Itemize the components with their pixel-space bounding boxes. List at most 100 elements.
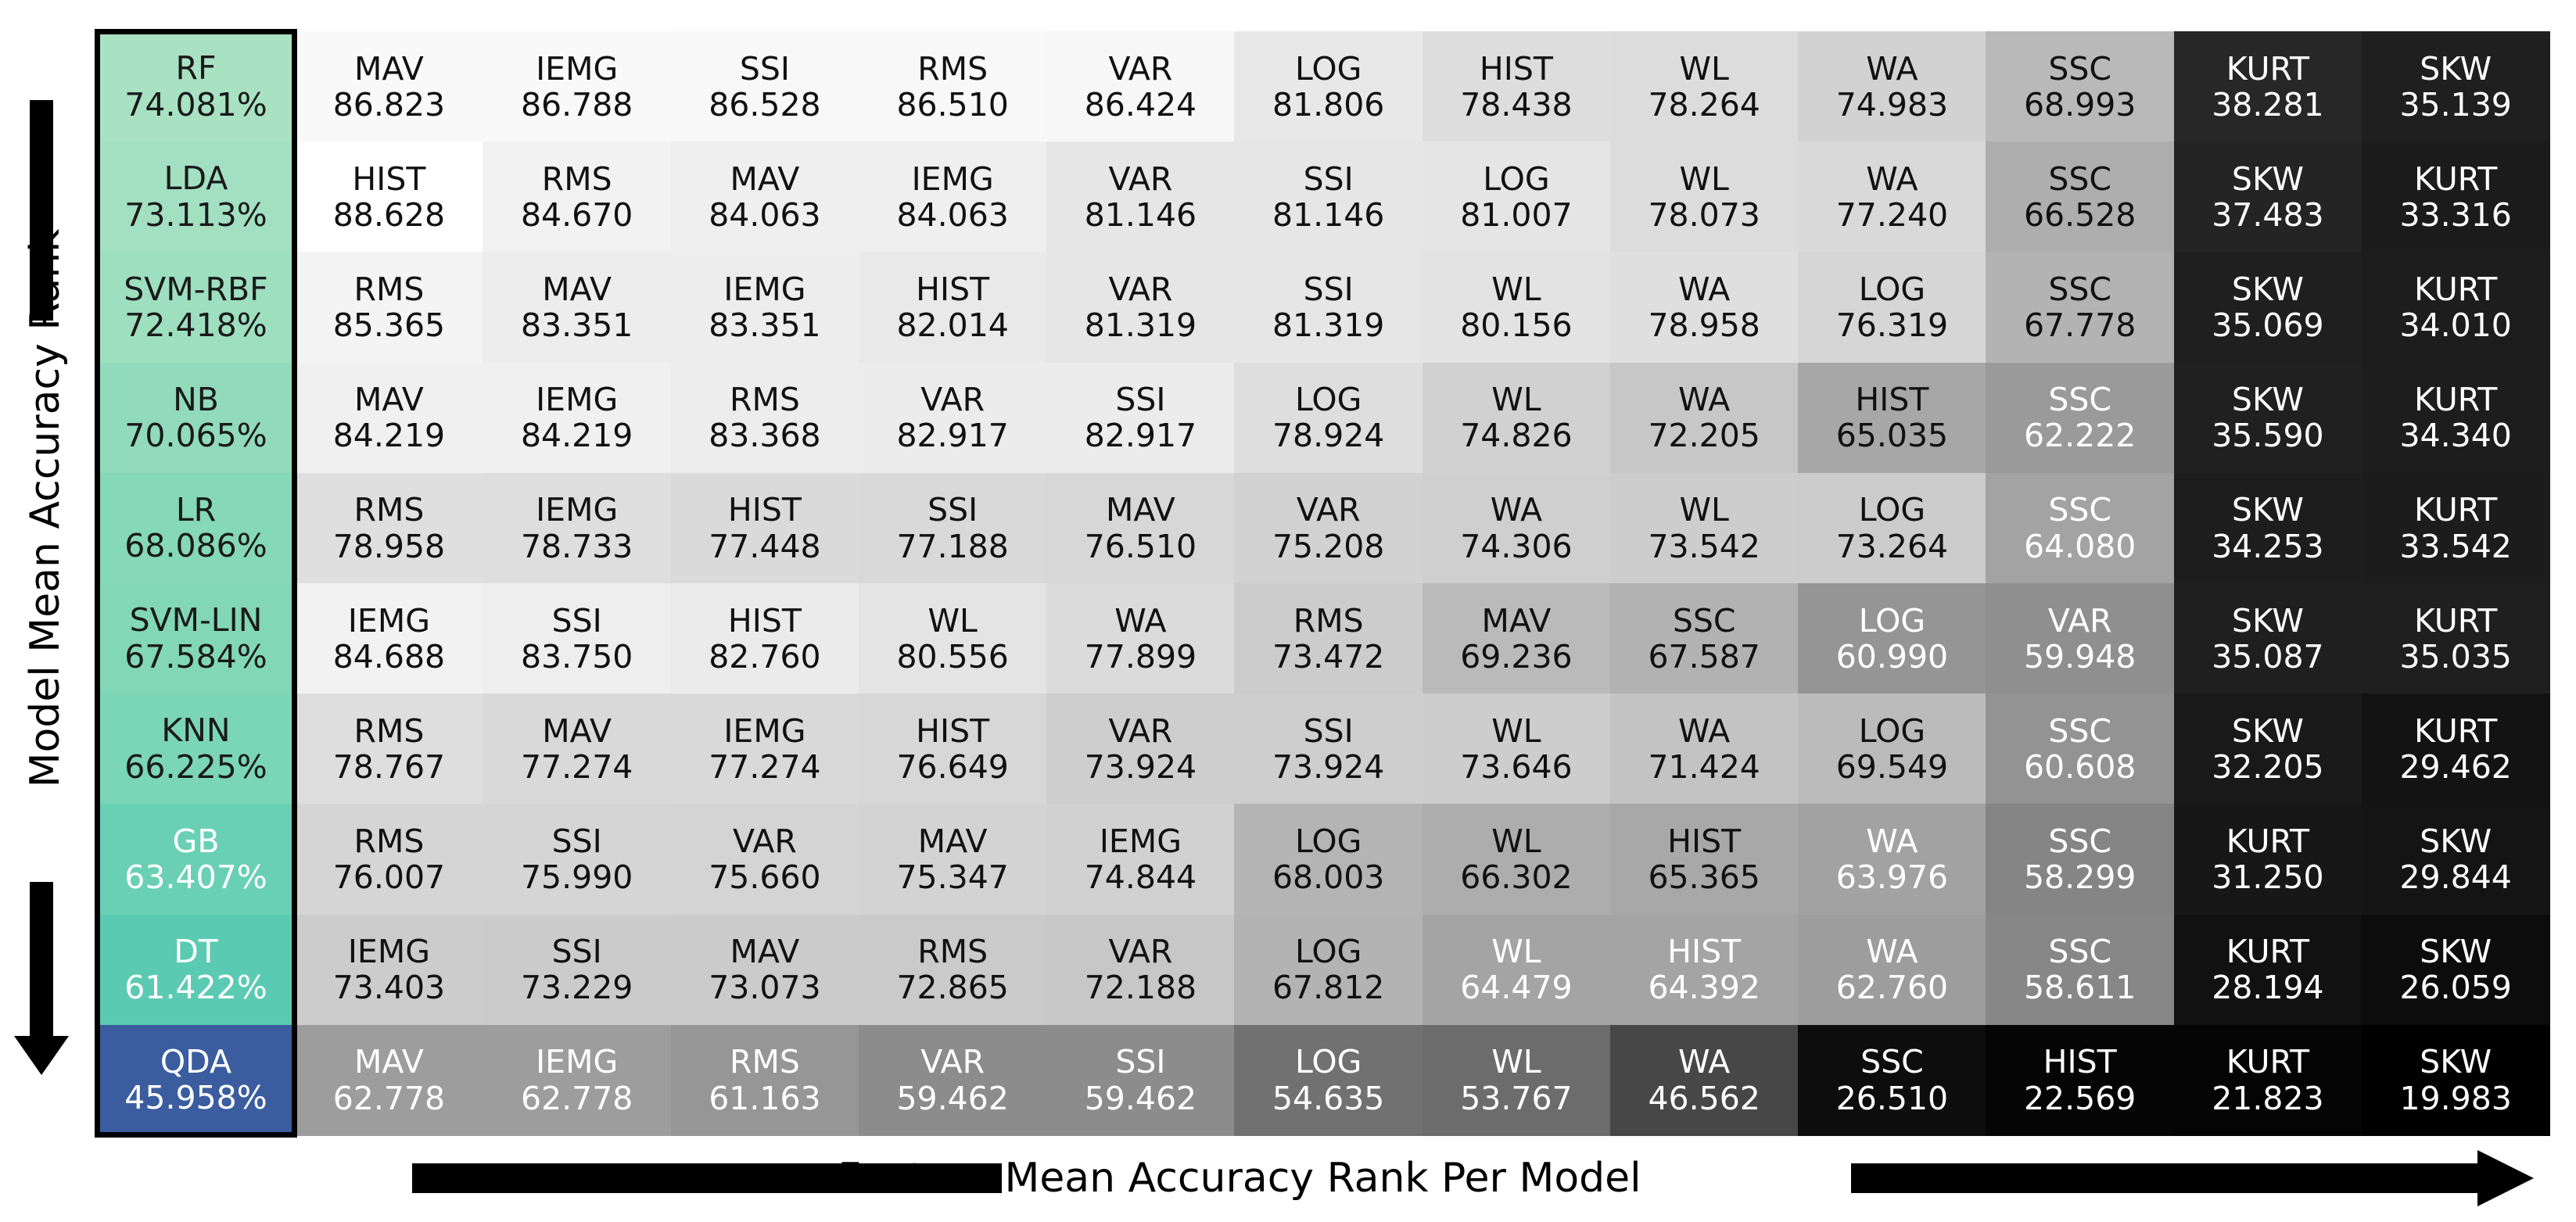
feature-accuracy: 77.188 — [896, 527, 1009, 565]
feature-cell: VAR 59.462 — [858, 1024, 1047, 1136]
model-accuracy: 74.081% — [124, 85, 267, 124]
feature-accuracy: 73.472 — [1272, 637, 1385, 676]
feature-cell: WA 74.983 — [1798, 31, 1986, 142]
feature-accuracy: 26.510 — [1835, 1079, 1949, 1117]
feature-cell: SSI 77.188 — [858, 472, 1047, 584]
feature-cell: SSC 66.528 — [1986, 142, 2175, 253]
feature-cell: KURT 35.035 — [2361, 583, 2550, 694]
feature-name: VAR — [1108, 711, 1173, 750]
model-name: RF — [175, 49, 217, 88]
feature-accuracy: 78.958 — [332, 527, 446, 565]
feature-cell: HIST 65.365 — [1609, 804, 1799, 916]
feature-accuracy: 77.274 — [520, 748, 633, 787]
feature-cell: MAV 73.073 — [670, 914, 859, 1026]
model-accuracy: 70.065% — [124, 417, 267, 455]
feature-name: VAR — [732, 822, 797, 860]
feature-name: WA — [1677, 711, 1731, 750]
feature-cell: RMS 85.365 — [295, 252, 483, 364]
feature-name: IEMG — [536, 491, 619, 529]
feature-name: WL — [1679, 491, 1729, 529]
feature-cell: VAR 59.948 — [1986, 583, 2175, 694]
feature-cell: HIST 64.392 — [1609, 914, 1799, 1026]
model-name: NB — [173, 380, 219, 418]
feature-accuracy: 37.483 — [2212, 196, 2324, 235]
feature-cell: SSC 68.993 — [1986, 31, 2175, 142]
feature-accuracy: 35.035 — [2399, 637, 2512, 676]
feature-name: SKW — [2231, 491, 2304, 529]
feature-accuracy: 62.760 — [1835, 969, 1949, 1007]
feature-cell: RMS 78.767 — [295, 693, 483, 805]
feature-name: RMS — [353, 822, 425, 860]
feature-name: SSI — [1303, 711, 1354, 750]
feature-name: MAV — [353, 49, 424, 88]
feature-accuracy: 75.208 — [1272, 527, 1385, 565]
feature-accuracy: 80.556 — [896, 637, 1009, 676]
feature-name: SSI — [927, 491, 978, 529]
feature-accuracy: 21.823 — [2212, 1079, 2324, 1117]
feature-name: WA — [1677, 270, 1731, 308]
y-arrow-shaft-bottom — [30, 882, 53, 1038]
feature-name: VAR — [1296, 491, 1361, 529]
model-accuracy: 61.422% — [124, 969, 267, 1007]
feature-accuracy: 83.368 — [709, 417, 821, 455]
feature-cell: RMS 73.472 — [1234, 583, 1423, 694]
feature-accuracy: 19.983 — [2399, 1079, 2512, 1117]
model-name: SVM-RBF — [124, 270, 268, 308]
feature-name: KURT — [2226, 933, 2310, 971]
feature-name: WA — [1677, 381, 1731, 419]
feature-accuracy: 71.424 — [1648, 748, 1760, 787]
feature-cell: IEMG 86.788 — [483, 31, 672, 142]
feature-cell: MAV 84.063 — [670, 142, 859, 253]
feature-name: HIST — [1667, 933, 1742, 971]
feature-name: SKW — [2420, 49, 2492, 88]
feature-cell: SKW 35.087 — [2173, 583, 2363, 694]
feature-name: MAV — [353, 381, 424, 419]
feature-accuracy: 74.826 — [1460, 417, 1573, 455]
feature-name: SKW — [2231, 601, 2304, 640]
model-cell-nb: NB 70.065% — [97, 362, 295, 473]
feature-accuracy: 81.806 — [1272, 85, 1385, 124]
feature-cell: VAR 82.917 — [858, 362, 1047, 474]
feature-cell: KURT 33.542 — [2361, 472, 2550, 584]
feature-accuracy: 75.347 — [896, 858, 1009, 897]
feature-name: RMS — [917, 49, 988, 88]
feature-name: IEMG — [911, 159, 994, 198]
feature-accuracy: 60.990 — [1835, 637, 1949, 676]
feature-name: IEMG — [723, 270, 806, 308]
feature-name: HIST — [916, 270, 990, 308]
model-accuracy: 73.113% — [124, 195, 267, 234]
feature-name: SSC — [2048, 49, 2112, 88]
feature-cell: SSI 86.528 — [670, 31, 859, 142]
feature-cell: LOG 81.007 — [1422, 142, 1611, 253]
feature-cell: KURT 29.462 — [2361, 693, 2550, 805]
feature-name: WL — [1679, 49, 1729, 88]
feature-name: VAR — [1108, 49, 1173, 88]
feature-cell: WA 74.306 — [1422, 472, 1611, 584]
feature-cell: WA 72.205 — [1609, 362, 1799, 474]
feature-cell: WL 78.073 — [1609, 142, 1799, 253]
feature-name: SKW — [2231, 381, 2304, 419]
feature-cell: KURT 33.316 — [2361, 142, 2550, 253]
feature-accuracy: 69.549 — [1835, 748, 1949, 787]
feature-name: SSC — [2048, 491, 2112, 529]
feature-accuracy: 38.281 — [2212, 85, 2324, 124]
feature-name: WL — [1491, 933, 1541, 971]
feature-accuracy: 78.924 — [1272, 417, 1385, 455]
feature-name: KURT — [2414, 491, 2498, 529]
feature-accuracy: 69.236 — [1460, 637, 1573, 676]
feature-cell: WA 77.240 — [1798, 142, 1986, 253]
feature-cell: VAR 72.188 — [1046, 914, 1235, 1026]
feature-accuracy: 77.899 — [1084, 637, 1197, 676]
feature-accuracy: 62.222 — [2023, 417, 2137, 455]
feature-name: WA — [1114, 601, 1167, 640]
feature-accuracy: 82.760 — [709, 637, 821, 676]
model-cell-lda: LDA 73.113% — [97, 142, 295, 253]
feature-cell: IEMG 62.778 — [483, 1024, 672, 1136]
feature-cell: WA 71.424 — [1609, 693, 1799, 805]
feature-cell: MAV 76.510 — [1046, 472, 1235, 584]
feature-accuracy: 33.542 — [2399, 527, 2512, 565]
feature-accuracy: 84.219 — [520, 417, 633, 455]
feature-accuracy: 73.924 — [1272, 748, 1385, 787]
feature-accuracy: 73.403 — [332, 969, 446, 1007]
feature-cell: SKW 34.253 — [2173, 472, 2363, 584]
